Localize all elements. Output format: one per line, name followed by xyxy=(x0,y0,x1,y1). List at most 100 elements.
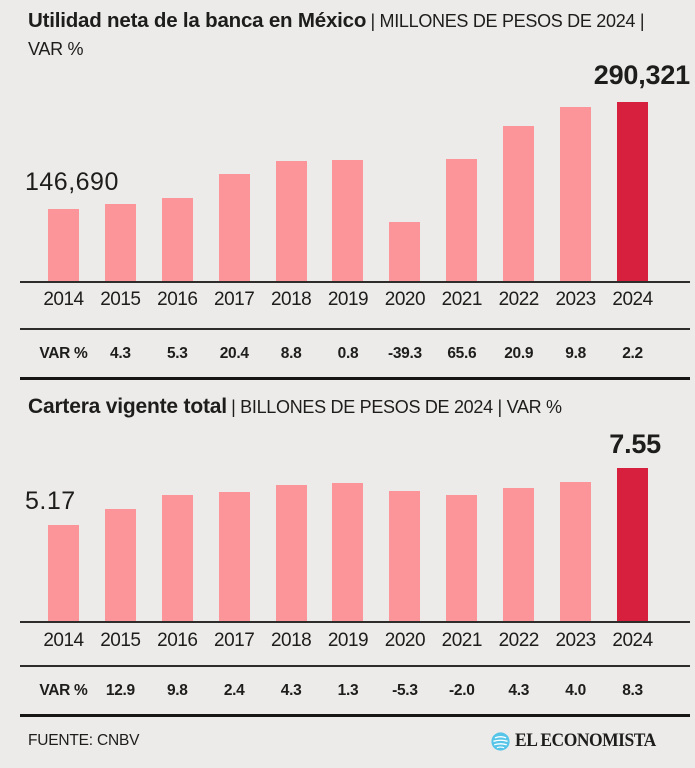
year-label: 2015 xyxy=(100,289,141,310)
year-label: 2017 xyxy=(214,289,255,310)
chart1-var-table: VAR % 4.3 5.3 20.4 8.8 0.8 -39.3 65.6 20.9 9.8 2.2 xyxy=(20,328,690,380)
bar-column xyxy=(433,58,490,283)
var-value: 12.9 xyxy=(105,681,135,699)
chart2-last-value-label: 7.55 xyxy=(609,429,661,459)
year-label: 2014 xyxy=(43,289,84,310)
year-label: 2017 xyxy=(214,630,255,651)
var-value: 4.3 xyxy=(110,344,131,362)
bar-column xyxy=(320,425,377,623)
year-label: 2021 xyxy=(441,630,483,651)
var-value: -5.3 xyxy=(392,681,418,699)
var-value: 8.8 xyxy=(280,344,302,362)
footer: FUENTE: CNBV EL ECONOMISTA xyxy=(28,730,668,752)
bar-2024 xyxy=(617,468,649,623)
bar-column xyxy=(92,58,149,283)
bar-2020 xyxy=(389,491,421,623)
bar-column xyxy=(490,58,547,283)
bar-2018 xyxy=(275,161,307,283)
chart2-plot: 5.17 7.55 xyxy=(0,425,695,623)
var-value: 4.3 xyxy=(508,681,530,699)
var-value: 4.3 xyxy=(280,681,302,699)
year-label: 2016 xyxy=(157,630,198,651)
bar-column xyxy=(35,425,92,623)
var-value: 20.9 xyxy=(504,344,534,362)
var-value: 9.8 xyxy=(166,681,188,699)
year-label: 2024 xyxy=(612,289,653,310)
year-label: 2024 xyxy=(612,630,653,651)
var-value: 20.4 xyxy=(219,344,249,362)
bar-2017 xyxy=(218,174,250,283)
bar-2022 xyxy=(503,126,535,283)
bar-2019 xyxy=(332,160,364,283)
el-economista-icon xyxy=(491,731,510,751)
bar-2019 xyxy=(332,483,364,623)
bar-column xyxy=(206,425,263,623)
var-value: 5.3 xyxy=(166,344,188,362)
bar-2018 xyxy=(275,485,307,623)
chart2-axis-line xyxy=(20,621,690,623)
source-note: FUENTE: CNBV xyxy=(28,732,140,749)
year-label: 2023 xyxy=(555,289,596,310)
var-row-label: VAR % xyxy=(39,681,88,699)
chart1-axis-line xyxy=(20,281,690,283)
var-row: VAR % 12.9 9.8 2.4 4.3 1.3 -5.3 -2.0 4.3 4.0 8.3 xyxy=(35,682,661,700)
bar-column xyxy=(376,425,433,623)
bar-column xyxy=(206,58,263,283)
bar-column xyxy=(604,58,661,283)
chart1-subtitle: | MILLONES DE PESOS DE 2024 | VAR % xyxy=(28,11,645,59)
chart2-first-value-label: 5.17 xyxy=(25,487,76,515)
chart1-years-row: 2014 2015 2016 2017 2018 2019 2020 2021 2022 2023… xyxy=(35,288,661,312)
var-value: 2.4 xyxy=(223,681,245,699)
bar-column xyxy=(547,425,604,623)
bar-column xyxy=(263,425,320,623)
bar-column xyxy=(149,58,206,283)
bar-2021 xyxy=(446,495,478,623)
var-value: 4.0 xyxy=(565,681,586,699)
bar-column xyxy=(320,58,377,283)
year-label: 2018 xyxy=(270,630,312,651)
year-label: 2014 xyxy=(43,630,84,651)
bar-2014 xyxy=(47,209,79,283)
year-label: 2018 xyxy=(270,289,312,310)
bar-column xyxy=(149,425,206,623)
chart1-plot: 146,690 290,321 xyxy=(0,58,695,283)
year-label: 2020 xyxy=(384,289,426,310)
bar-2016 xyxy=(161,198,193,283)
year-label: 2021 xyxy=(441,289,483,310)
bar-column xyxy=(547,58,604,283)
chart2-header: Cartera vigente total | BILLONES DE PESO… xyxy=(28,393,676,422)
var-value: 9.8 xyxy=(565,344,586,362)
bars-row xyxy=(35,58,661,283)
bar-2014 xyxy=(47,525,79,623)
bar-2021 xyxy=(446,159,478,283)
chart2-var-table: VAR % 12.9 9.8 2.4 4.3 1.3 -5.3 -2.0 4.3 4.0 8.3 xyxy=(20,665,690,717)
chart1-last-value-label: 290,321 xyxy=(593,60,690,90)
chart1-first-value-label: 146,690 xyxy=(25,168,119,196)
bars-row xyxy=(35,425,661,623)
bar-2024 xyxy=(617,102,649,283)
chart1-header: Utilidad neta de la banca en México | MI… xyxy=(28,8,676,64)
bar-2017 xyxy=(218,492,250,623)
chart1-title: Utilidad neta de la banca en México xyxy=(28,9,367,32)
bar-2020 xyxy=(389,222,421,283)
bar-column xyxy=(263,58,320,283)
var-row-label: VAR % xyxy=(39,344,88,362)
chart2-title: Cartera vigente total xyxy=(28,395,227,418)
bar-2016 xyxy=(161,495,193,623)
var-value: 0.8 xyxy=(337,344,359,362)
var-value: -39.3 xyxy=(387,344,422,362)
year-label: 2022 xyxy=(498,630,540,651)
bar-2023 xyxy=(560,107,592,283)
year-label: 2020 xyxy=(384,630,426,651)
chart2-subtitle: | BILLONES DE PESOS DE 2024 | VAR % xyxy=(231,397,562,417)
bar-2023 xyxy=(560,482,592,623)
year-label: 2019 xyxy=(327,630,369,651)
bar-2022 xyxy=(503,488,535,623)
var-value: 65.6 xyxy=(447,344,477,362)
year-label: 2019 xyxy=(327,289,369,310)
bar-2015 xyxy=(104,204,136,283)
bar-column xyxy=(604,425,661,623)
var-value: 8.3 xyxy=(622,681,643,699)
bar-2015 xyxy=(104,509,136,623)
